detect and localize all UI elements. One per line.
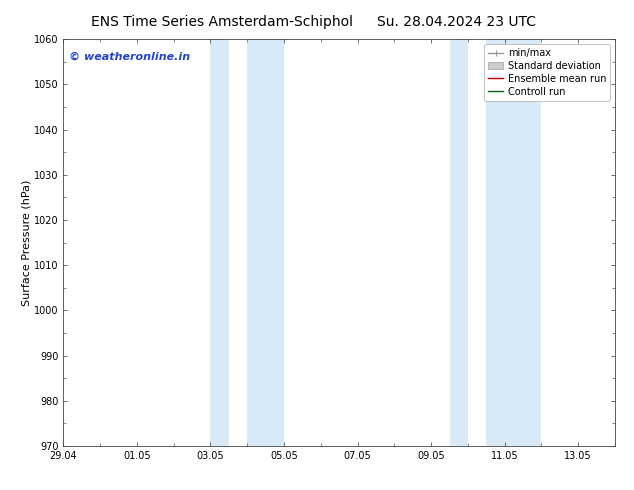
Bar [247,39,284,446]
Text: ENS Time Series Amsterdam-Schiphol: ENS Time Series Amsterdam-Schiphol [91,15,353,29]
Text: © weatheronline.in: © weatheronline.in [69,51,190,61]
Text: Su. 28.04.2024 23 UTC: Su. 28.04.2024 23 UTC [377,15,536,29]
Y-axis label: Surface Pressure (hPa): Surface Pressure (hPa) [21,179,31,306]
Bar [210,39,229,446]
Bar [450,39,468,446]
Bar [486,39,541,446]
Legend: min/max, Standard deviation, Ensemble mean run, Controll run: min/max, Standard deviation, Ensemble me… [484,44,610,100]
